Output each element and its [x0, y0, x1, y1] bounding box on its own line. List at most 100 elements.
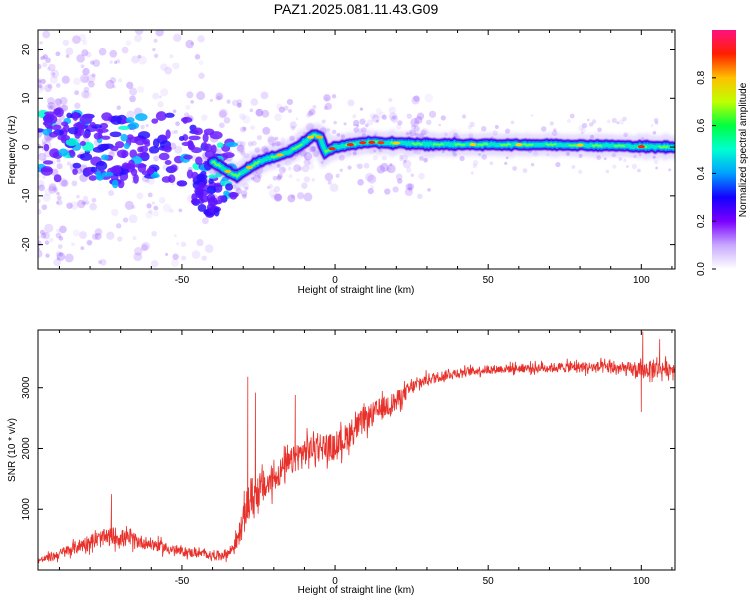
spectral-scatter-blob: [325, 97, 329, 101]
spectral-noise-blob: [194, 187, 204, 196]
spectral-scatter-blob: [256, 135, 262, 141]
spectral-scatter-blob: [406, 113, 413, 119]
spectral-scatter-blob: [277, 173, 283, 179]
ridge-peak-spot: [328, 147, 336, 151]
spectral-scatter-blob: [588, 122, 594, 127]
spectral-scatter-blob: [181, 255, 187, 261]
spectral-noise-blob: [60, 135, 67, 144]
spectral-scatter-blob: [357, 163, 363, 170]
spectral-scatter-blob: [223, 117, 231, 124]
spectral-scatter-blob: [190, 41, 194, 45]
spectral-scatter-blob: [170, 258, 180, 267]
spectral-noise-blob: [152, 138, 160, 149]
spectral-scatter-blob: [50, 69, 60, 79]
spectral-scatter-blob: [91, 73, 96, 78]
spectral-scatter-blob: [581, 122, 588, 129]
spectral-scatter-blob: [66, 161, 72, 166]
spectral-noise-blob: [137, 131, 151, 140]
colorbar-tick-label: 0.4: [696, 166, 707, 180]
spectral-scatter-blob: [618, 157, 623, 161]
spectral-noise-blob: [97, 128, 103, 135]
spectrogram-plot-area: [38, 30, 675, 268]
spectral-scatter-blob: [73, 77, 81, 86]
spectral-scatter-blob: [306, 113, 311, 118]
spectral-scatter-blob: [150, 260, 159, 268]
spectral-noise-blob: [141, 138, 150, 145]
spectral-scatter-blob: [134, 30, 144, 35]
spectral-scatter-blob: [237, 144, 245, 152]
spectral-scatter-blob: [428, 110, 437, 118]
spectral-scatter-blob: [418, 172, 425, 180]
spectral-scatter-blob: [388, 106, 396, 114]
spectral-scatter-blob: [171, 130, 176, 135]
spectral-noise-blob: [139, 145, 149, 153]
spectral-scatter-blob: [54, 98, 62, 106]
spectral-scatter-blob: [209, 98, 213, 102]
spectral-noise-blob: [110, 115, 123, 125]
spectral-noise-blob: [208, 178, 214, 184]
snr-y-ticks: 1000 2000 3000: [21, 376, 675, 520]
spectral-scatter-blob: [153, 53, 159, 59]
spectral-scatter-blob: [388, 97, 393, 103]
snr-x-label: Height of straight line (km): [298, 585, 415, 596]
spectral-scatter-blob: [555, 161, 561, 168]
spectral-scatter-blob: [38, 179, 45, 188]
spectral-scatter-blob: [278, 106, 285, 113]
spectral-scatter-blob: [357, 178, 364, 186]
spectral-scatter-blob: [399, 157, 403, 162]
spectral-scatter-blob: [247, 141, 254, 147]
spectral-noise-blob: [101, 171, 114, 177]
spectral-scatter-blob: [56, 228, 60, 233]
spectral-scatter-blob: [236, 102, 242, 108]
spectral-scatter-blob: [578, 169, 583, 175]
spectral-scatter-blob: [81, 201, 86, 205]
spectral-scatter-blob: [129, 87, 138, 96]
spectral-scatter-blob: [191, 250, 201, 259]
ridge-peak-spot: [469, 142, 477, 147]
spectral-scatter-blob: [180, 241, 187, 248]
spectral-scatter-blob: [86, 239, 93, 246]
spectral-scatter-blob: [85, 200, 90, 205]
ridge-peak-spot: [576, 143, 584, 147]
spectral-scatter-blob: [381, 155, 387, 161]
spectral-scatter-blob: [55, 51, 61, 57]
spectral-scatter-blob: [410, 173, 415, 178]
spectral-scatter-blob: [375, 119, 379, 123]
spectral-scatter-blob: [145, 123, 149, 128]
snr-series-line: [38, 331, 675, 564]
spectral-scatter-blob: [631, 163, 638, 170]
spectral-scatter-blob: [276, 175, 282, 181]
snr-plot-area: [38, 331, 675, 564]
spectral-scatter-blob: [57, 244, 63, 249]
spectral-scatter-blob: [386, 164, 396, 174]
spectral-scatter-blob: [121, 46, 129, 54]
spectral-scatter-blob: [626, 165, 629, 168]
spectral-scatter-blob: [138, 55, 147, 65]
spectral-scatter-blob: [81, 201, 85, 205]
spectral-scatter-blob: [655, 166, 659, 170]
spectral-scatter-blob: [44, 240, 50, 245]
spectral-scatter-blob: [134, 247, 143, 256]
spectral-scatter-blob: [140, 244, 148, 252]
spectral-scatter-blob: [129, 95, 136, 103]
spectral-scatter-blob: [652, 130, 657, 135]
spectral-scatter-blob: [215, 92, 224, 101]
colorbar-ticks: 0.0 0.2 0.4 0.6 0.8: [696, 70, 716, 276]
spectral-scatter-blob: [307, 162, 315, 170]
spectral-scatter-blob: [53, 98, 63, 107]
spectral-scatter-blob: [76, 168, 83, 175]
spectral-noise-blob: [163, 145, 172, 153]
spectral-scatter-blob: [158, 95, 162, 99]
y-tick-label: 1000: [21, 498, 32, 521]
spectral-scatter-blob: [304, 155, 308, 159]
spectral-noise-blob: [95, 160, 108, 171]
spectral-scatter-blob: [217, 95, 222, 100]
spectral-scatter-blob: [201, 217, 209, 225]
spectral-noise-blob: [100, 135, 111, 140]
spectral-scatter-blob: [40, 232, 47, 239]
spectral-scatter-blob: [367, 174, 377, 184]
y-tick-label: 3000: [21, 376, 32, 399]
spectral-scatter-blob: [80, 246, 85, 251]
y-tick-label: -20: [21, 237, 32, 252]
spectral-scatter-blob: [40, 55, 46, 61]
